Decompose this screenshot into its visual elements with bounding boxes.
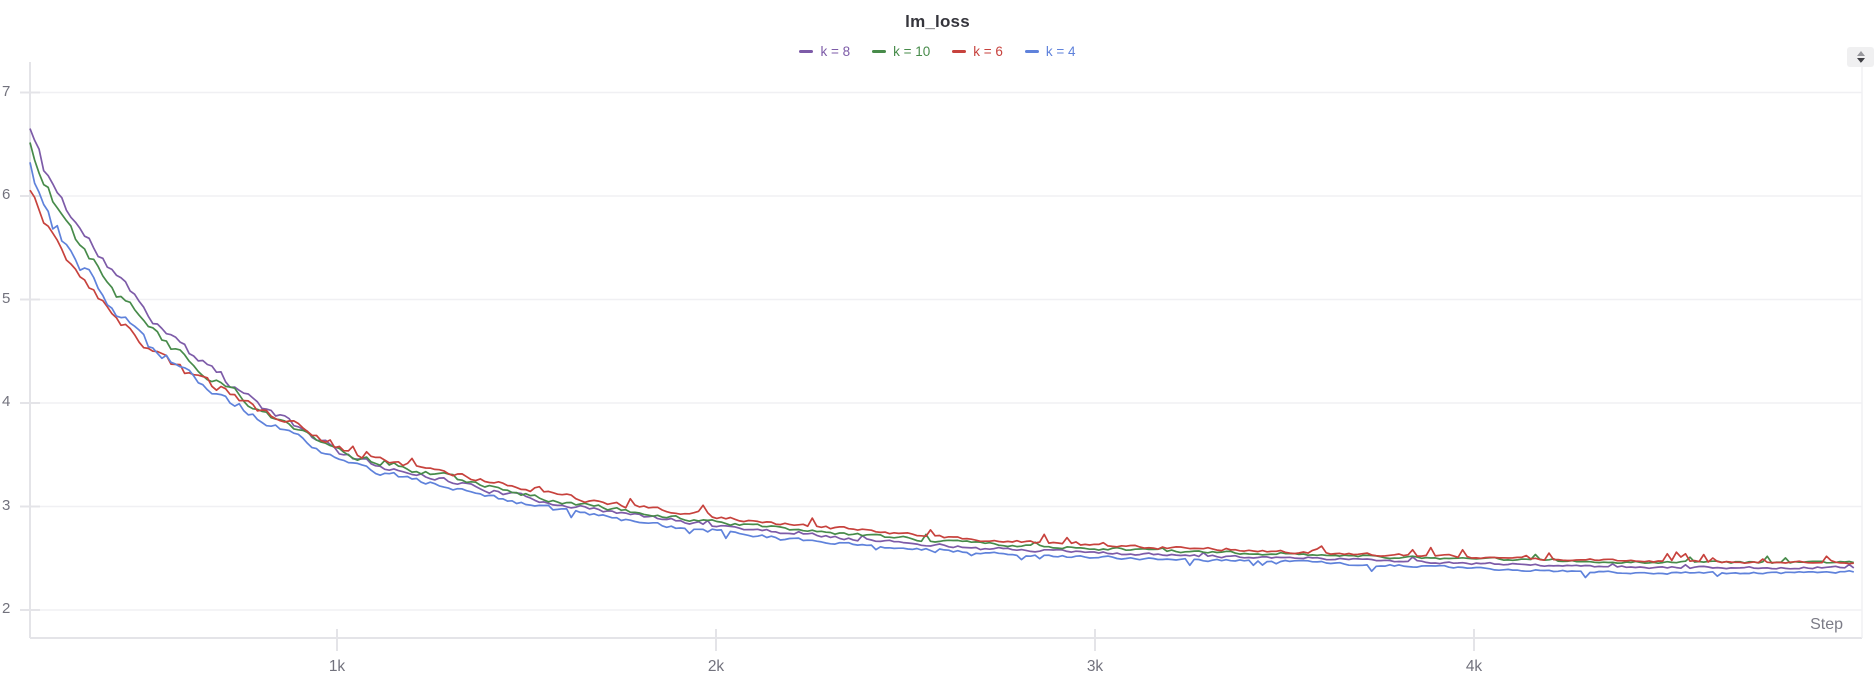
panel-stepper-button[interactable] bbox=[1847, 47, 1874, 67]
y-tick-label-7: 7 bbox=[2, 82, 11, 100]
y-tick-label-3: 3 bbox=[2, 496, 11, 514]
series-line-k10 bbox=[29, 142, 1854, 565]
legend-label: k = 6 bbox=[973, 44, 1003, 59]
y-tick-label-4: 4 bbox=[2, 393, 11, 410]
chart-title: lm_loss bbox=[905, 12, 970, 31]
x-tick-label-2k: 2k bbox=[707, 658, 725, 675]
legend-label: k = 8 bbox=[820, 44, 851, 59]
series-line-k4 bbox=[29, 162, 1854, 579]
legend-swatch-icon bbox=[872, 49, 887, 54]
stepper-down-icon bbox=[1856, 58, 1865, 63]
legend-swatch-icon bbox=[952, 49, 967, 54]
x-tick-label-1k: 1k bbox=[328, 658, 346, 675]
legend-label: k = 10 bbox=[893, 44, 931, 59]
legend-swatch-icon bbox=[799, 49, 814, 54]
series-line-k6 bbox=[29, 189, 1854, 565]
y-tick-label-2: 2 bbox=[2, 600, 11, 617]
chart-legend: k = 8 k = 10 k = 6 k = 4 bbox=[0, 44, 1875, 59]
legend-item-k6[interactable]: k = 6 bbox=[952, 44, 1003, 59]
legend-swatch-icon bbox=[1024, 49, 1039, 54]
x-axis-title: Step bbox=[1810, 616, 1843, 633]
legend-item-k8[interactable]: k = 8 bbox=[799, 44, 850, 59]
stepper-up-icon bbox=[1856, 51, 1865, 56]
series-line-k8 bbox=[29, 128, 1855, 570]
legend-item-k10[interactable]: k = 10 bbox=[872, 44, 930, 59]
legend-label: k = 4 bbox=[1045, 44, 1076, 59]
y-tick-label-6: 6 bbox=[2, 186, 11, 203]
legend-item-k4[interactable]: k = 4 bbox=[1024, 44, 1076, 59]
y-tick-label-5: 5 bbox=[2, 289, 11, 307]
x-tick-label-4k: 4k bbox=[1465, 658, 1483, 675]
x-tick-label-3k: 3k bbox=[1086, 658, 1104, 675]
